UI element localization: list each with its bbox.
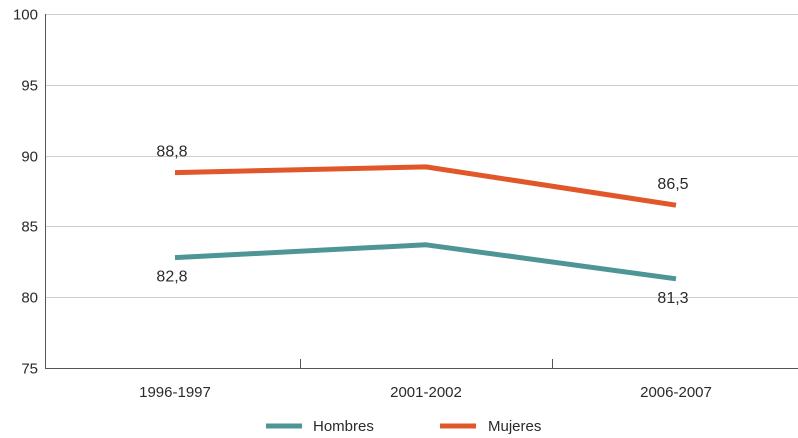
legend: Hombres Mujeres [266,418,541,435]
x-tick-label: 1996-1997 [139,384,211,401]
series-line-mujeres [174,164,677,208]
y-tick-label: 75 [21,361,38,378]
y-tick-label: 90 [21,149,38,166]
y-tick-label: 85 [21,219,38,236]
data-label: 81,3 [657,290,688,307]
series-lines [174,164,677,282]
data-label: 88,8 [156,144,187,161]
y-axis: 75 80 85 90 95 100 [13,7,46,378]
data-labels: 82,8 81,3 88,8 86,5 [156,144,688,307]
x-tick-label: 2001-2002 [390,384,462,401]
gridlines [45,14,798,298]
series-line-hombres [174,242,677,282]
y-tick-label: 95 [21,78,38,95]
x-tick-label: 2006-2007 [640,384,712,401]
y-tick-label: 100 [13,7,38,24]
legend-label-mujeres: Mujeres [488,418,541,435]
x-axis: 1996-1997 2001-2002 2006-2007 [45,359,798,401]
y-tick-label: 80 [21,290,38,307]
data-label: 82,8 [156,269,187,286]
data-label: 86,5 [657,176,688,193]
legend-label-hombres: Hombres [313,418,374,435]
